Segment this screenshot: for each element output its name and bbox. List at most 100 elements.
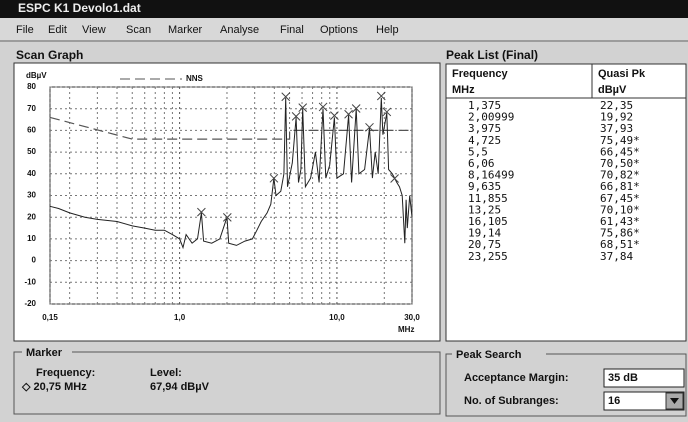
peak-list-label: Peak List (Final) bbox=[446, 48, 538, 62]
y-tick-label: 20 bbox=[27, 212, 36, 221]
peak-marker bbox=[351, 104, 361, 113]
group-label-bg bbox=[452, 348, 546, 360]
peak-header: dBµV bbox=[598, 84, 627, 96]
scan-graph-label: Scan Graph bbox=[16, 48, 83, 62]
peak-header: MHz bbox=[452, 84, 475, 96]
group-label-bg bbox=[22, 346, 72, 358]
peak-frequency: 5,5 bbox=[468, 145, 488, 158]
menu-item[interactable]: Analyse bbox=[220, 24, 259, 36]
peak-level: 75,86* bbox=[600, 227, 640, 240]
x-axis-label: MHz bbox=[398, 325, 414, 334]
peak-frequency: 3,975 bbox=[468, 122, 501, 135]
menu-item[interactable]: Edit bbox=[48, 24, 67, 36]
peak-list-panel bbox=[445, 63, 687, 342]
peak-level: 66,45* bbox=[600, 145, 640, 158]
peak-search-group bbox=[445, 353, 687, 417]
menu-item[interactable]: Final bbox=[280, 24, 304, 36]
peak-frequency: 20,75 bbox=[468, 238, 501, 251]
y-tick-label: -10 bbox=[24, 277, 36, 286]
peak-level: 67,45* bbox=[600, 192, 640, 205]
peak-level: 66,81* bbox=[600, 180, 640, 193]
y-tick-label: 30 bbox=[27, 191, 36, 200]
peak-level: 70,10* bbox=[600, 203, 640, 216]
plot: -20 -10 0 10 20 30 40 50 60 70 80 0,15 1,0 10,0 30,0 dB… bbox=[24, 71, 420, 334]
peak-level: 70,50* bbox=[600, 157, 640, 170]
y-tick-label: 60 bbox=[27, 126, 36, 135]
margin-input[interactable] bbox=[603, 368, 685, 388]
subranges-value: 16 bbox=[608, 395, 620, 407]
legend-label: NNS bbox=[186, 74, 204, 83]
level-label: Level: bbox=[150, 367, 182, 379]
peak-frequency: 6,06 bbox=[468, 157, 495, 170]
menu-item[interactable]: Options bbox=[320, 24, 358, 36]
peak-frequency: 1,375 bbox=[468, 99, 501, 112]
peak-frequency: 11,855 bbox=[468, 192, 508, 205]
y-tick-label: 80 bbox=[27, 82, 36, 91]
menu-item[interactable]: Marker bbox=[168, 24, 203, 36]
title-text: ESPC K1 Devolo1.dat bbox=[18, 1, 141, 15]
subranges-dropdown[interactable] bbox=[603, 391, 685, 411]
peak-frequency: 19,14 bbox=[468, 227, 501, 240]
peak-header: Quasi Pk bbox=[598, 68, 646, 80]
y-axis-label: dBµV bbox=[26, 71, 47, 80]
peak-marker bbox=[269, 173, 279, 183]
y-tick-label: 70 bbox=[27, 104, 36, 113]
peak-frequency: 16,105 bbox=[468, 215, 508, 228]
peak-marker bbox=[376, 91, 386, 101]
peak-marker bbox=[390, 174, 399, 183]
marker-group bbox=[13, 351, 441, 415]
y-tick-label: 40 bbox=[27, 169, 36, 178]
title-bar bbox=[0, 0, 688, 18]
peak-marker bbox=[298, 103, 308, 112]
menu-item[interactable]: View bbox=[82, 24, 106, 36]
peak-marker bbox=[222, 213, 232, 222]
peak-marker bbox=[281, 92, 291, 102]
peak-marker bbox=[197, 207, 206, 217]
peak-rows: 1,375 22,35 2,00999 19,92 3,975 37,93 4,725 75,… bbox=[468, 99, 640, 263]
menu-bar bbox=[0, 18, 688, 40]
margin-label: Acceptance Margin: bbox=[464, 372, 569, 384]
peak-level: 19,92 bbox=[600, 111, 633, 124]
dropdown-arrow bbox=[670, 398, 679, 404]
x-tick-label: 30,0 bbox=[404, 313, 420, 322]
x-tick-label: 1,0 bbox=[174, 313, 186, 322]
y-tick-label: 50 bbox=[27, 147, 36, 156]
peak-marker bbox=[344, 109, 353, 119]
limit-line bbox=[49, 116, 412, 140]
peak-level: 37,84 bbox=[600, 250, 633, 263]
x-tick-label: 0,15 bbox=[42, 313, 58, 322]
peak-frequency: 13,25 bbox=[468, 203, 501, 216]
peak-level: 37,93 bbox=[600, 122, 633, 135]
subranges-label: No. of Subranges: bbox=[464, 395, 559, 407]
menu-item[interactable]: File bbox=[16, 24, 34, 36]
peak-marker bbox=[382, 107, 392, 117]
peak-level: 70,82* bbox=[600, 169, 640, 182]
menu-item[interactable]: Help bbox=[376, 24, 399, 36]
peak-frequency: 8,16499 bbox=[468, 169, 514, 182]
peak-frequency: 23,255 bbox=[468, 250, 508, 263]
menu-item[interactable]: Scan bbox=[126, 24, 151, 36]
y-tick-label: 0 bbox=[32, 256, 37, 265]
peak-level: 68,51* bbox=[600, 238, 640, 251]
peak-marker bbox=[291, 112, 301, 121]
y-tick-label: 10 bbox=[27, 234, 36, 243]
peak-level: 75,49* bbox=[600, 134, 640, 147]
level-value: 67,94 dBµV bbox=[150, 381, 210, 393]
menu: File Edit View Scan Marker Analyse Final Option… bbox=[16, 24, 399, 36]
peak-level: 22,35 bbox=[600, 99, 633, 112]
peak-search-label: Peak Search bbox=[456, 349, 522, 361]
peak-level: 61,43* bbox=[600, 215, 640, 228]
peak-marker bbox=[330, 111, 339, 120]
peak-frequency: 9,635 bbox=[468, 180, 501, 193]
marker-label: Marker bbox=[26, 347, 63, 359]
peak-frequency: 2,00999 bbox=[468, 111, 514, 124]
peak-marker bbox=[318, 102, 328, 112]
margin-value: 35 dB bbox=[608, 372, 638, 384]
x-tick-label: 10,0 bbox=[329, 313, 345, 322]
peak-frequency: 4,725 bbox=[468, 134, 501, 147]
spectrum-trace bbox=[49, 97, 413, 250]
peak-header: Frequency bbox=[452, 68, 509, 80]
peak-marker bbox=[365, 122, 374, 132]
